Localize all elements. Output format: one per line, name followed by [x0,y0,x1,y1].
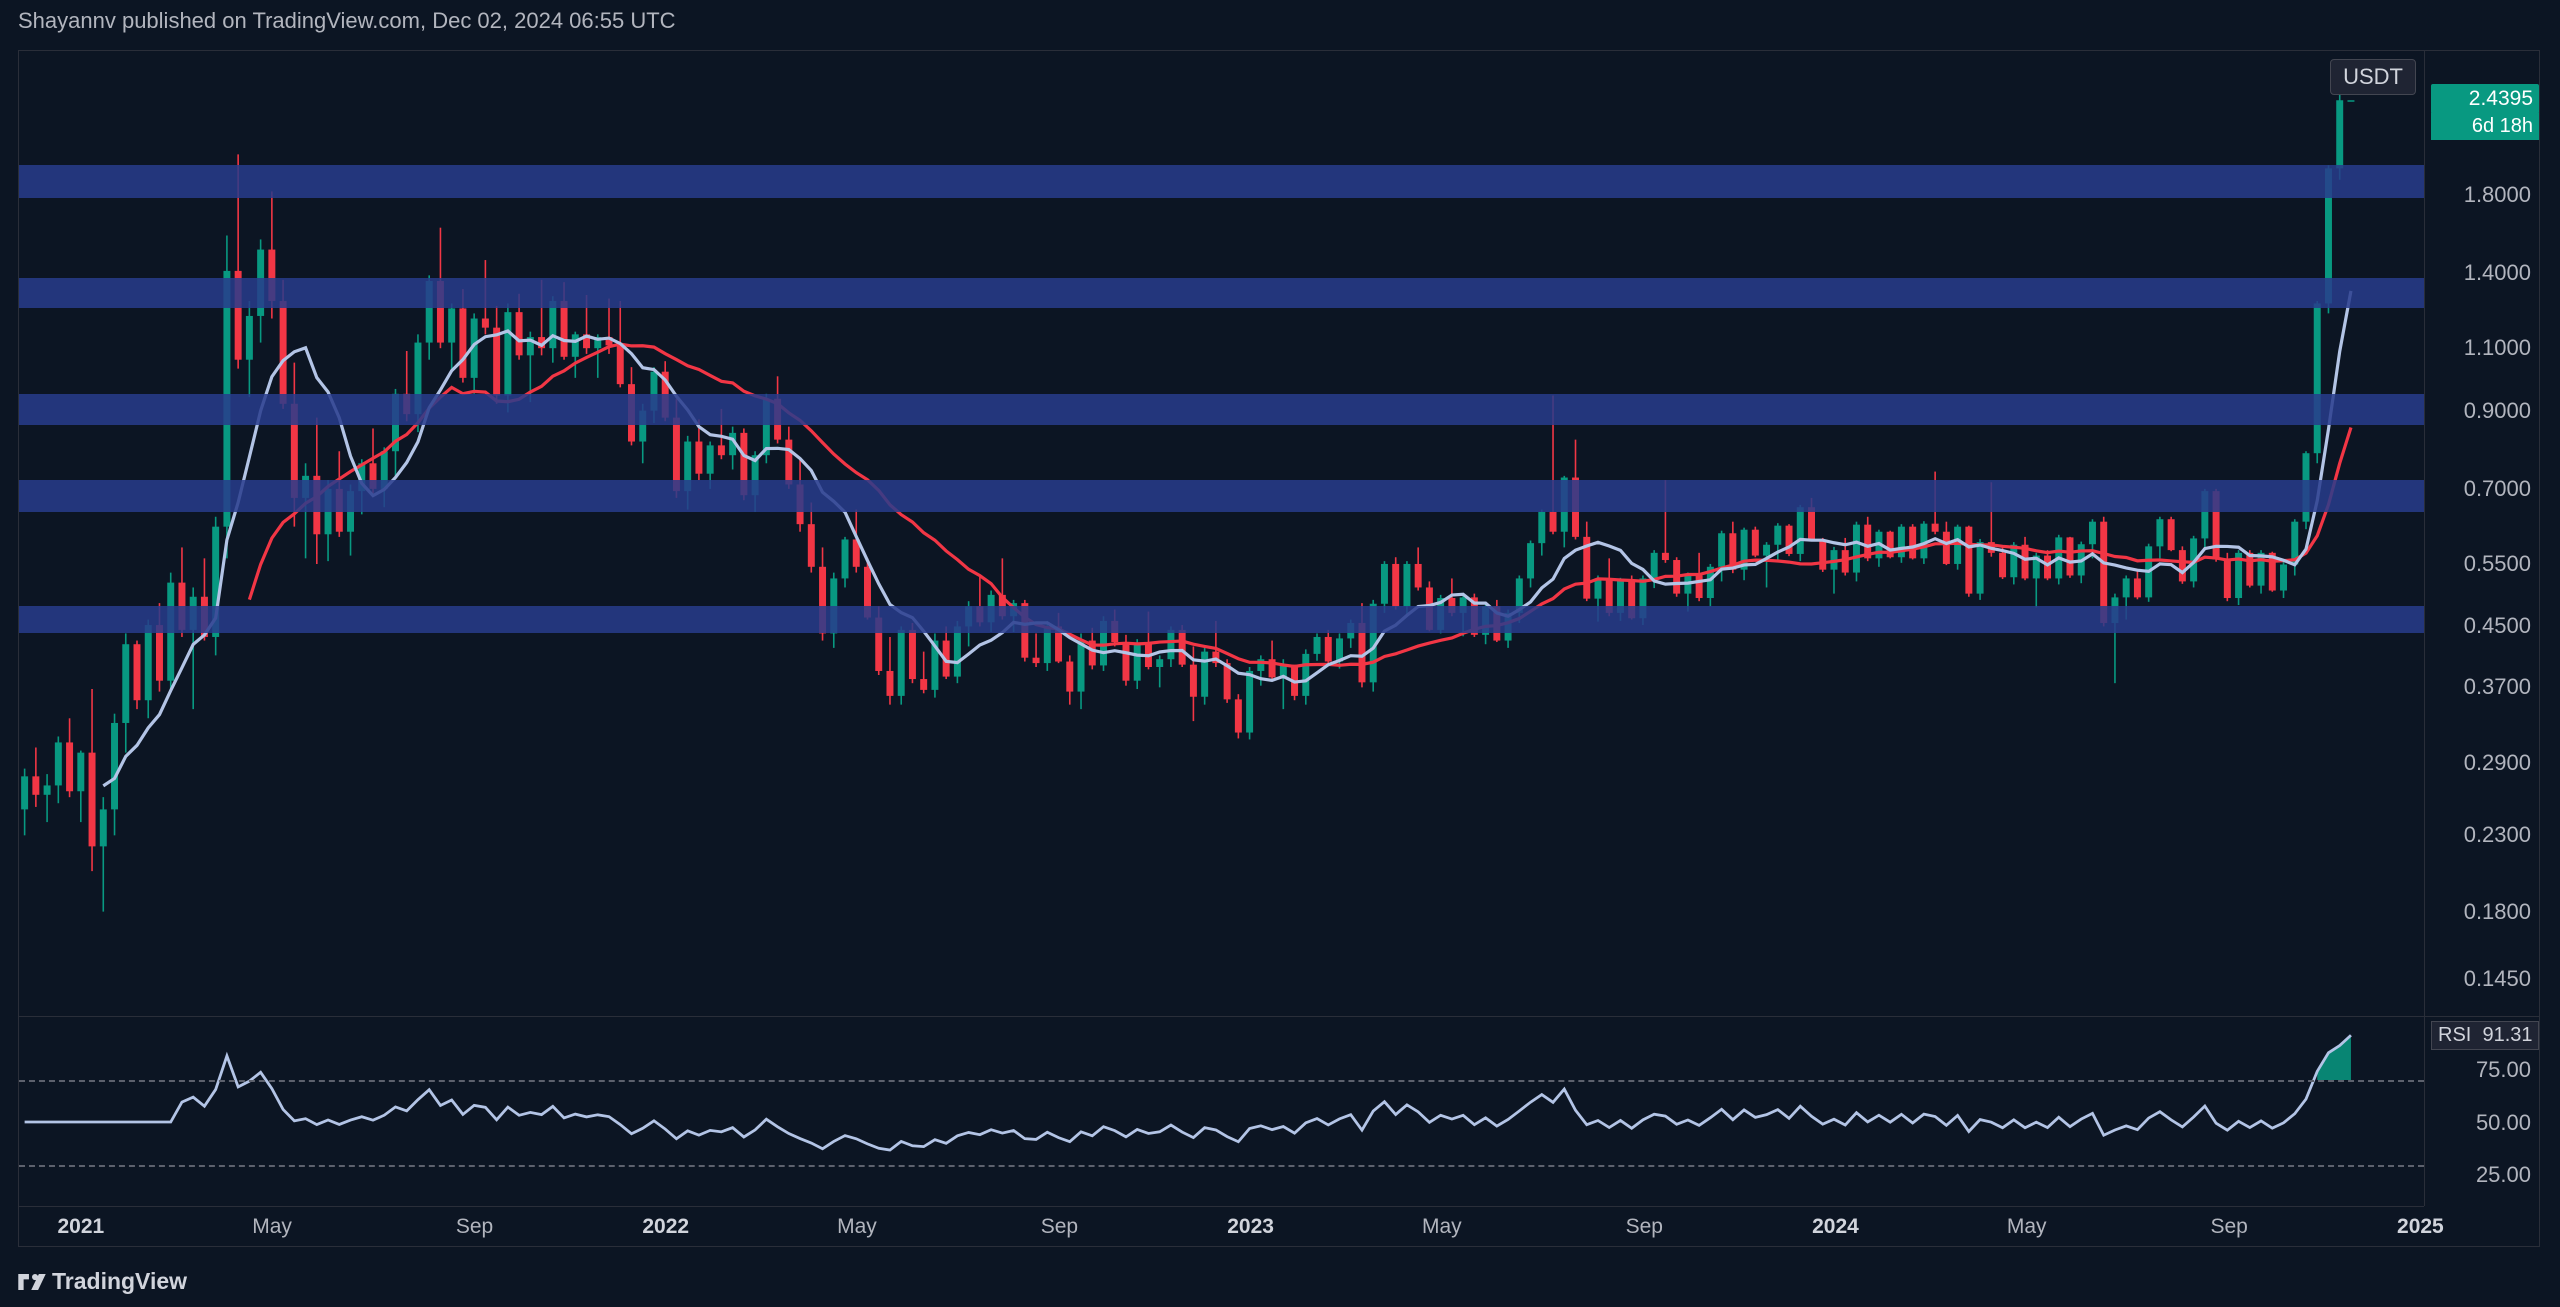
price-tick: 1.1000 [2464,335,2531,361]
countdown-badge: 6d 18h [2431,113,2539,140]
rsi-value: 91.31 [2482,1024,2532,1046]
rsi-tick: 75.00 [2476,1057,2531,1083]
price-tick: 0.2300 [2464,822,2531,848]
time-tick: 2022 [642,1215,689,1239]
time-tick: May [837,1215,877,1239]
time-tick: 2025 [2397,1215,2444,1239]
price-tick: 0.7000 [2464,476,2531,502]
price-tick: 1.4000 [2464,260,2531,286]
tradingview-logo-icon [18,1274,46,1290]
price-tick: 1.8000 [2464,182,2531,208]
price-tick: 0.4500 [2464,613,2531,639]
price-tick: 0.1450 [2464,966,2531,992]
price-tick: 0.9000 [2464,398,2531,424]
support-resistance-zone [19,278,2424,309]
price-tick: 0.3700 [2464,674,2531,700]
brand-text: TradingView [52,1268,187,1295]
support-resistance-zone [19,394,2424,425]
time-tick: May [252,1215,292,1239]
price-tick: 0.1800 [2464,899,2531,925]
time-tick: 2023 [1227,1215,1274,1239]
rsi-tick: 50.00 [2476,1110,2531,1136]
support-resistance-zone [19,165,2424,198]
support-resistance-zone [19,480,2424,512]
support-resistance-zone [19,606,2424,633]
time-tick: 2024 [1812,1215,1859,1239]
chart-container[interactable]: USDT 2.4395 6d 18h 0.1450 0.1800 0.2300 0.2… [18,50,2540,1247]
time-tick: Sep [1041,1215,1078,1239]
time-tick: May [1422,1215,1462,1239]
time-tick: Sep [1626,1215,1663,1239]
rsi-label: RSI [2438,1024,2471,1046]
price-tick: 0.5500 [2464,551,2531,577]
publish-header: Shayannv published on TradingView.com, D… [18,8,676,34]
rsi-tick: 25.00 [2476,1162,2531,1188]
rsi-value-badge: RSI 91.31 [2431,1021,2539,1050]
rsi-pane[interactable] [19,1016,2424,1206]
price-axis[interactable]: 2.4395 6d 18h 0.1450 0.1800 0.2300 0.2900 0.… [2424,51,2539,1016]
time-tick: 2021 [58,1215,105,1239]
tradingview-watermark: TradingView [18,1268,187,1295]
time-tick: Sep [456,1215,493,1239]
time-tick: May [2007,1215,2047,1239]
price-tick: 0.2900 [2464,750,2531,776]
last-price-badge: 2.4395 [2431,84,2539,114]
time-axis[interactable]: 2021 May Sep 2022 May Sep 2023 May Sep 2024 May Sep… [19,1206,2424,1246]
time-tick: Sep [2210,1215,2247,1239]
price-pane[interactable]: USDT [19,51,2424,1016]
quote-currency-badge[interactable]: USDT [2330,59,2416,95]
rsi-axis[interactable]: RSI 91.31 25.00 50.00 75.00 [2424,1016,2539,1206]
